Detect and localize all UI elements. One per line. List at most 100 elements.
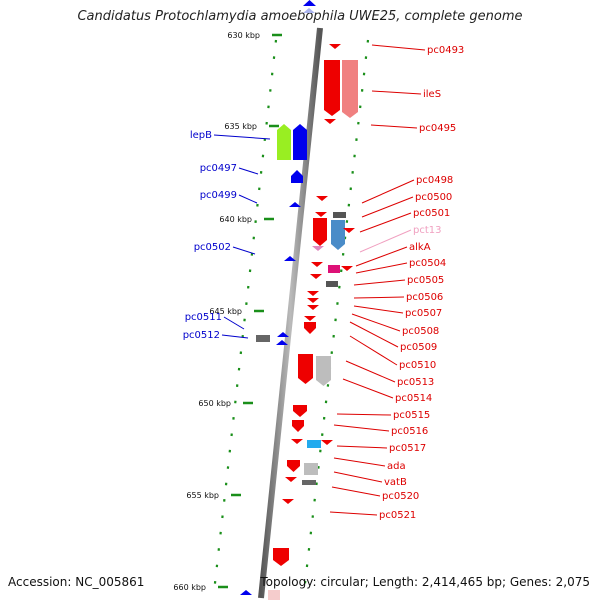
gene-block xyxy=(302,480,316,485)
gene-arrow xyxy=(329,44,341,49)
gene-label-pc0520: pc0520 xyxy=(382,491,419,502)
gene-label-pc0498: pc0498 xyxy=(416,175,453,186)
gene-label-ileS: ileS xyxy=(423,89,441,100)
gene-arrow xyxy=(289,202,301,207)
leader-line xyxy=(361,179,415,204)
gene-arrow xyxy=(240,590,252,595)
leader-line xyxy=(329,511,378,516)
gene-label-pc0511: pc0511 xyxy=(185,312,222,323)
gene-arrow xyxy=(287,460,300,472)
left-guide-track xyxy=(212,39,278,593)
gene-arrow xyxy=(282,499,294,504)
gene-arrow xyxy=(316,356,331,386)
gene-label-pc0504: pc0504 xyxy=(409,258,446,269)
gene-arrow xyxy=(303,0,316,6)
right-guide-track xyxy=(302,39,370,593)
gene-label-pc0507: pc0507 xyxy=(405,308,442,319)
gene-arrow xyxy=(293,124,307,160)
leader-line xyxy=(353,296,405,299)
accession-text: Accession: NC_005861 xyxy=(8,575,145,589)
gene-block xyxy=(307,440,321,448)
leader-line xyxy=(359,229,412,253)
map-title: Candidatus Protochlamydia amoebophila UW… xyxy=(77,9,523,24)
leader-line xyxy=(336,413,392,416)
gene-label-pc0513: pc0513 xyxy=(397,377,434,388)
gene-block xyxy=(304,463,318,475)
leader-line xyxy=(361,196,414,218)
leader-line xyxy=(355,262,408,274)
leader-line xyxy=(371,90,422,95)
gene-label-pc0495: pc0495 xyxy=(419,123,456,134)
gene-label-pc0493: pc0493 xyxy=(427,45,464,56)
gene-label-pc0501: pc0501 xyxy=(413,208,450,219)
leader-line xyxy=(355,246,408,267)
leader-line xyxy=(351,313,401,332)
leader-line xyxy=(333,424,390,432)
gene-arrow xyxy=(277,332,289,337)
gene-arrow xyxy=(273,548,289,566)
gene-label-pc0515: pc0515 xyxy=(393,410,430,421)
gene-arrow xyxy=(342,60,358,118)
leader-line xyxy=(353,305,404,314)
gene-label-pc0521: pc0521 xyxy=(379,510,416,521)
gene-label-pc0499: pc0499 xyxy=(200,190,237,201)
gene-label-pc0505: pc0505 xyxy=(407,275,444,286)
gene-label-pc0512: pc0512 xyxy=(183,330,220,341)
gene-label-pc0502: pc0502 xyxy=(194,242,231,253)
gene-arrow xyxy=(298,354,313,384)
gene-label-ada: ada xyxy=(387,461,406,472)
gene-label-pct13: pct13 xyxy=(413,225,442,236)
genome-summary: Topology: circular; Length: 2,414,465 bp… xyxy=(260,575,590,589)
gene-arrow xyxy=(324,119,336,124)
leader-line xyxy=(331,486,381,497)
gene-arrow xyxy=(343,228,355,233)
gene-arrow xyxy=(276,340,288,345)
gene-arrow xyxy=(316,196,328,201)
leader-line xyxy=(238,194,258,204)
leader-line xyxy=(342,378,394,399)
gene-label-pc0508: pc0508 xyxy=(402,326,439,337)
gene-label-pc0517: pc0517 xyxy=(389,443,426,454)
leader-line xyxy=(349,321,399,348)
gene-block xyxy=(328,265,340,273)
gene-arrow xyxy=(291,439,303,444)
gene-arrow xyxy=(321,440,333,445)
leader-line xyxy=(353,279,406,286)
gene-arrow xyxy=(312,246,324,251)
gene-label-alkA: alkA xyxy=(409,242,431,253)
gene-arrow xyxy=(341,266,353,271)
gene-arrow xyxy=(291,170,303,183)
leader-line xyxy=(370,124,418,129)
leader-line xyxy=(371,44,426,51)
gene-label-pc0509: pc0509 xyxy=(400,342,437,353)
chromosome-backbone xyxy=(258,27,323,599)
gene-label-pc0497: pc0497 xyxy=(200,163,237,174)
leader-line xyxy=(223,316,245,330)
gene-arrow xyxy=(304,316,316,321)
gene-block xyxy=(256,335,270,342)
leader-line xyxy=(349,335,398,366)
gene-label-pc0500: pc0500 xyxy=(415,192,452,203)
leader-line xyxy=(221,334,249,339)
kbp-tick-label: 630 kbp xyxy=(227,31,260,40)
gene-arrow xyxy=(331,220,345,250)
gene-arrow xyxy=(307,305,319,310)
kbp-tick-label: 655 kbp xyxy=(186,491,219,500)
gene-arrow xyxy=(293,405,307,417)
gene-label-vatB: vatB xyxy=(384,477,407,488)
leader-line xyxy=(232,246,256,255)
gene-block xyxy=(326,281,338,287)
gene-block xyxy=(268,590,280,600)
gene-arrow xyxy=(313,218,327,246)
leader-line xyxy=(333,457,386,467)
kbp-tick-label: 650 kbp xyxy=(198,399,231,408)
gene-arrow xyxy=(307,291,319,296)
gene-arrow xyxy=(324,60,340,116)
kbp-tick-label: 640 kbp xyxy=(219,215,252,224)
gene-arrow xyxy=(315,212,327,217)
gene-arrow xyxy=(303,8,315,13)
gene-label-pc0510: pc0510 xyxy=(399,360,436,371)
kbp-tick-label: 635 kbp xyxy=(224,122,257,131)
leader-line xyxy=(345,360,396,383)
